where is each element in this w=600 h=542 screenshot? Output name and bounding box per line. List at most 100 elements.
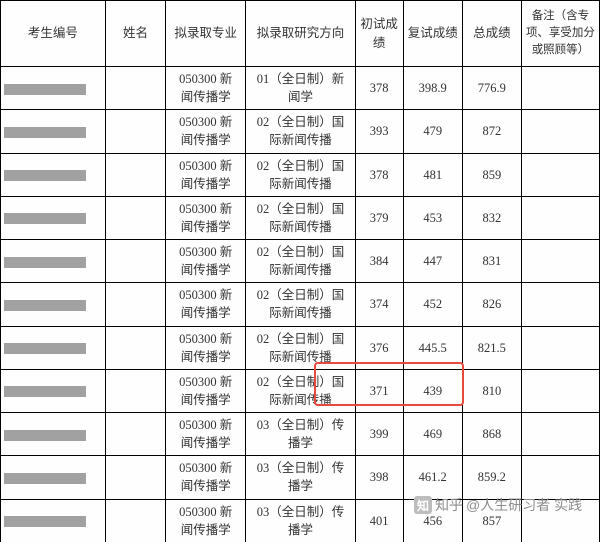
- cell-s1: 398: [355, 456, 403, 499]
- cell-major: 050300 新闻传播学: [166, 67, 246, 110]
- cell-name: [105, 369, 165, 412]
- table-row: 050300 新闻传播学02（全日制）国际新闻传播378481859: [1, 153, 600, 196]
- cell-s2: 461.2: [403, 456, 462, 499]
- cell-major: 050300 新闻传播学: [166, 499, 246, 542]
- cell-id: [1, 499, 106, 542]
- watermark-text-b: @人生研习者 实践: [466, 495, 582, 515]
- cell-id: [1, 240, 106, 283]
- cell-id: [1, 283, 106, 326]
- cell-major: 050300 新闻传播学: [166, 240, 246, 283]
- cell-s2: 398.9: [403, 67, 462, 110]
- cell-name: [105, 283, 165, 326]
- cell-s1: 401: [355, 499, 403, 542]
- cell-dir: 02（全日制）国际新闻传播: [246, 283, 355, 326]
- cell-dir: 02（全日制）国际新闻传播: [246, 326, 355, 369]
- cell-s1: 379: [355, 196, 403, 239]
- cell-major: 050300 新闻传播学: [166, 153, 246, 196]
- cell-s1: 371: [355, 369, 403, 412]
- redacted-id: [4, 84, 86, 95]
- cell-s1: 384: [355, 240, 403, 283]
- admissions-table: 考生编号 姓名 拟录取专业 拟录取研究方向 初试成绩 复试成绩 总成绩 备注（含…: [0, 0, 600, 542]
- table-row: 050300 新闻传播学02（全日制）国际新闻传播371439810: [1, 369, 600, 412]
- table-row: 050300 新闻传播学02（全日制）国际新闻传播384447831: [1, 240, 600, 283]
- cell-note: [521, 413, 599, 456]
- cell-s3: 831: [462, 240, 521, 283]
- table-row: 050300 新闻传播学02（全日制）国际新闻传播374452826: [1, 283, 600, 326]
- cell-s2: 452: [403, 283, 462, 326]
- table-row: 050300 新闻传播学02（全日制）国际新闻传播376445.5821.5: [1, 326, 600, 369]
- table-row: 050300 新闻传播学03（全日制）传播学398461.2859.2: [1, 456, 600, 499]
- cell-s2: 453: [403, 196, 462, 239]
- cell-s3: 868: [462, 413, 521, 456]
- redacted-id: [4, 473, 86, 484]
- cell-note: [521, 369, 599, 412]
- th-major: 拟录取专业: [166, 1, 246, 67]
- cell-note: [521, 326, 599, 369]
- cell-name: [105, 67, 165, 110]
- cell-note: [521, 67, 599, 110]
- redacted-id: [4, 257, 86, 268]
- cell-name: [105, 240, 165, 283]
- cell-s3: 832: [462, 196, 521, 239]
- cell-major: 050300 新闻传播学: [166, 456, 246, 499]
- cell-dir: 02（全日制）国际新闻传播: [246, 369, 355, 412]
- cell-name: [105, 326, 165, 369]
- cell-dir: 02（全日制）国际新闻传播: [246, 196, 355, 239]
- cell-id: [1, 110, 106, 153]
- cell-note: [521, 196, 599, 239]
- cell-s1: 374: [355, 283, 403, 326]
- cell-id: [1, 196, 106, 239]
- redacted-id: [4, 300, 86, 311]
- table-row: 050300 新闻传播学02（全日制）国际新闻传播393479872: [1, 110, 600, 153]
- cell-s1: 393: [355, 110, 403, 153]
- cell-major: 050300 新闻传播学: [166, 369, 246, 412]
- redacted-id: [4, 430, 86, 441]
- th-s2: 复试成绩: [403, 1, 462, 67]
- table-body: 050300 新闻传播学01（全日制）新闻学378398.9776.905030…: [1, 67, 600, 542]
- cell-s1: 378: [355, 67, 403, 110]
- cell-dir: 03（全日制）传播学: [246, 413, 355, 456]
- th-id: 考生编号: [1, 1, 106, 67]
- table-row: 050300 新闻传播学01（全日制）新闻学378398.9776.9: [1, 67, 600, 110]
- cell-id: [1, 413, 106, 456]
- cell-dir: 03（全日制）传播学: [246, 456, 355, 499]
- cell-note: [521, 110, 599, 153]
- cell-s2: 469: [403, 413, 462, 456]
- cell-dir: 03（全日制）传播学: [246, 499, 355, 542]
- redacted-id: [4, 516, 86, 527]
- cell-s3: 859: [462, 153, 521, 196]
- cell-major: 050300 新闻传播学: [166, 326, 246, 369]
- cell-name: [105, 153, 165, 196]
- th-note: 备注（含专项、享受加分或照顾等）: [521, 1, 599, 67]
- cell-s3: 826: [462, 283, 521, 326]
- cell-name: [105, 499, 165, 542]
- cell-s1: 399: [355, 413, 403, 456]
- cell-s3: 776.9: [462, 67, 521, 110]
- cell-note: [521, 153, 599, 196]
- redacted-id: [4, 170, 86, 181]
- th-dir: 拟录取研究方向: [246, 1, 355, 67]
- cell-dir: 02（全日制）国际新闻传播: [246, 110, 355, 153]
- cell-dir: 02（全日制）国际新闻传播: [246, 153, 355, 196]
- cell-name: [105, 196, 165, 239]
- cell-s3: 810: [462, 369, 521, 412]
- cell-major: 050300 新闻传播学: [166, 283, 246, 326]
- cell-s2: 479: [403, 110, 462, 153]
- cell-s3: 821.5: [462, 326, 521, 369]
- cell-s2: 447: [403, 240, 462, 283]
- redacted-id: [4, 386, 86, 397]
- table-row: 050300 新闻传播学03（全日制）传播学399469868: [1, 413, 600, 456]
- cell-s2: 481: [403, 153, 462, 196]
- cell-note: [521, 456, 599, 499]
- zhihu-icon: 知: [414, 496, 432, 514]
- cell-s3: 872: [462, 110, 521, 153]
- cell-major: 050300 新闻传播学: [166, 110, 246, 153]
- cell-id: [1, 369, 106, 412]
- cell-id: [1, 153, 106, 196]
- table-row: 050300 新闻传播学02（全日制）国际新闻传播379453832: [1, 196, 600, 239]
- th-name: 姓名: [105, 1, 165, 67]
- cell-name: [105, 413, 165, 456]
- redacted-id: [4, 213, 86, 224]
- cell-id: [1, 326, 106, 369]
- cell-s2: 439: [403, 369, 462, 412]
